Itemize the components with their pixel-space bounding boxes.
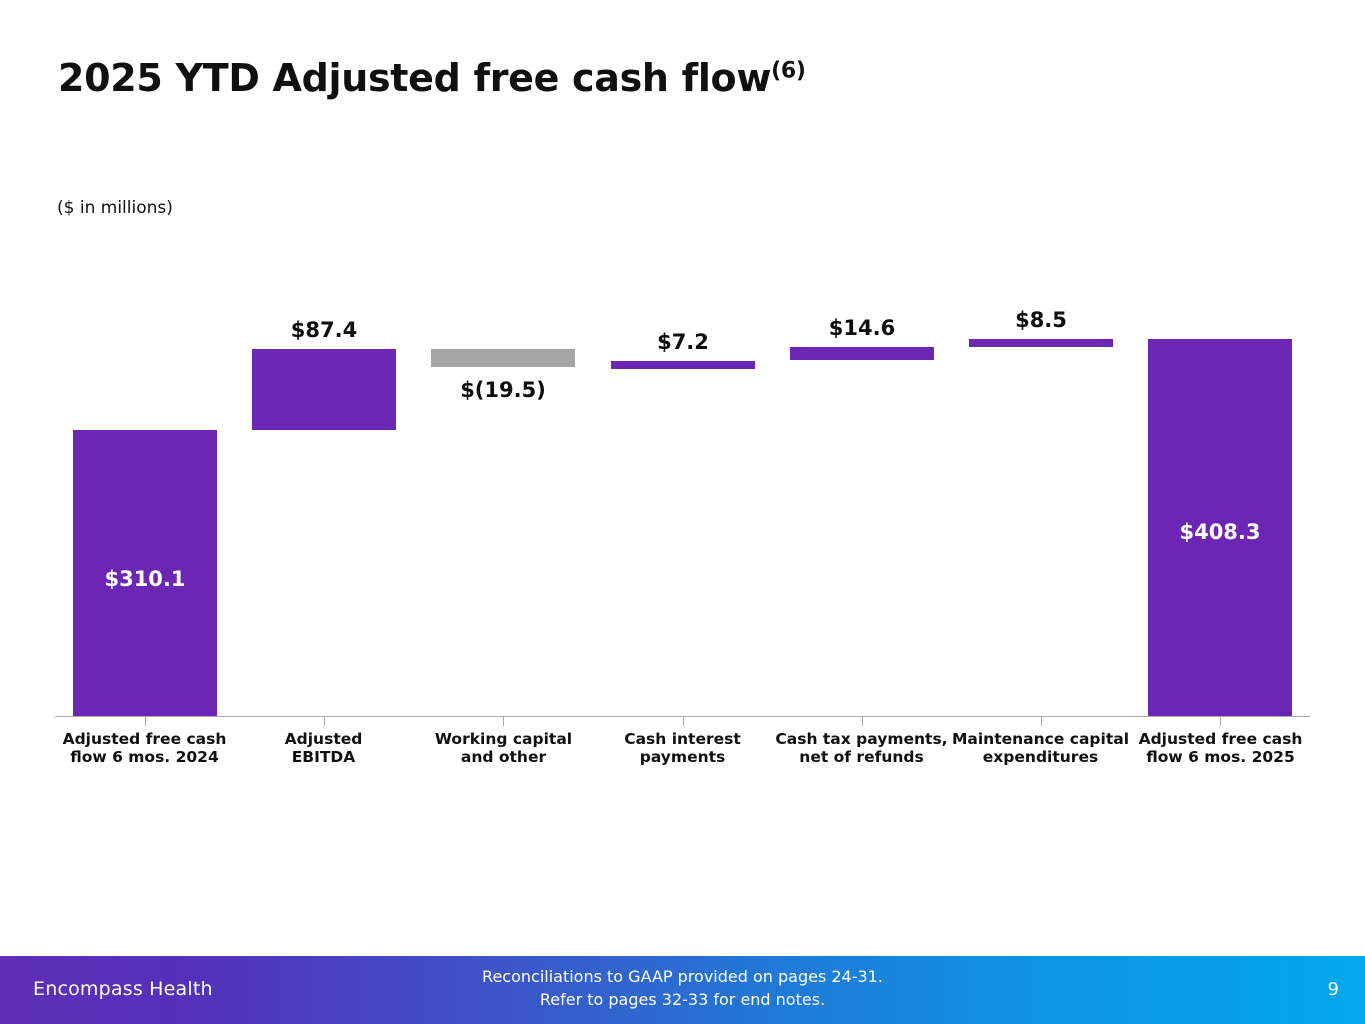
- footer-note: Reconciliations to GAAP provided on page…: [0, 966, 1365, 1011]
- category-label-line: flow 6 mos. 2025: [1146, 748, 1295, 767]
- bar-3: [431, 349, 575, 367]
- category-label-1: Adjusted free cash flow 6 mos. 2024: [43, 730, 246, 767]
- category-label-line: net of refunds: [799, 748, 924, 767]
- category-label-line: Maintenance capital: [951, 730, 1130, 748]
- bar-value-label-6: $8.5: [1015, 308, 1067, 332]
- bar-2: [252, 349, 396, 430]
- footer-note-line-2: Refer to pages 32-33 for end notes.: [539, 989, 826, 1009]
- category-label-line: Cash interest: [624, 730, 741, 748]
- category-label-7: Adjusted free cash flow 6 mos. 2025: [1119, 730, 1322, 767]
- category-label-line: Adjusted: [284, 730, 363, 748]
- category-label-line: flow 6 mos. 2024: [70, 748, 219, 767]
- category-label-line: Working capital: [434, 730, 573, 748]
- bar-4: [611, 361, 755, 369]
- bar-value-label-1: $310.1: [104, 567, 186, 591]
- x-axis-line: [55, 716, 1310, 717]
- footer-note-line-1: Reconciliations to GAAP provided on page…: [482, 967, 883, 986]
- x-axis-tick-1: [145, 717, 146, 726]
- bar-5: [790, 347, 934, 360]
- x-axis-tick-3: [503, 717, 504, 726]
- chart-plot-area: $310.1 Adjusted free cash flow 6 mos. 2024…: [43, 308, 1322, 767]
- x-axis-tick-5: [862, 717, 863, 726]
- bar-value-label-2: $87.4: [290, 318, 358, 342]
- bar-value-label-3: $(19.5): [460, 378, 546, 402]
- bar-6: [969, 339, 1113, 347]
- page-number: 9: [1327, 979, 1339, 1000]
- category-label-line: Adjusted free cash: [1138, 730, 1303, 748]
- category-label-line: Cash tax payments,: [775, 730, 948, 748]
- category-label-line: Adjusted free cash: [62, 730, 227, 748]
- category-label-5: Cash tax payments, net of refunds: [760, 730, 963, 767]
- x-axis-tick-7: [1220, 717, 1221, 726]
- waterfall-chart: $310.1 Adjusted free cash flow 6 mos. 2024…: [43, 308, 1322, 767]
- units-note: ($ in millions): [57, 198, 173, 218]
- brand-logo: Encompass Health: [33, 978, 213, 1000]
- bar-value-label-5: $14.6: [828, 316, 896, 340]
- page-title-footnote-marker: (6): [771, 58, 806, 84]
- bar-value-label-4: $7.2: [657, 330, 709, 354]
- bar-7: [1148, 339, 1292, 716]
- bar-1: [73, 430, 217, 716]
- x-axis-tick-6: [1041, 717, 1042, 726]
- category-label-line: EBITDA: [291, 748, 356, 767]
- category-label-line: payments: [639, 748, 726, 767]
- page-title-text: 2025 YTD Adjusted free cash flow: [58, 56, 772, 100]
- category-label-4: Cash interest payments: [581, 730, 784, 767]
- x-axis-tick-2: [324, 717, 325, 726]
- page-title: 2025 YTD Adjusted free cash flow(6): [58, 56, 806, 100]
- category-label-3: Working capital and other: [402, 730, 605, 767]
- category-label-6: Maintenance capital expenditures: [939, 730, 1142, 767]
- slide-footer: Encompass Health Reconciliations to GAAP…: [0, 956, 1365, 1024]
- category-label-2: Adjusted EBITDA: [222, 730, 425, 767]
- category-label-line: expenditures: [982, 748, 1099, 767]
- bar-value-label-7: $408.3: [1179, 520, 1261, 544]
- x-axis-tick-4: [683, 717, 684, 726]
- category-label-line: and other: [460, 748, 547, 767]
